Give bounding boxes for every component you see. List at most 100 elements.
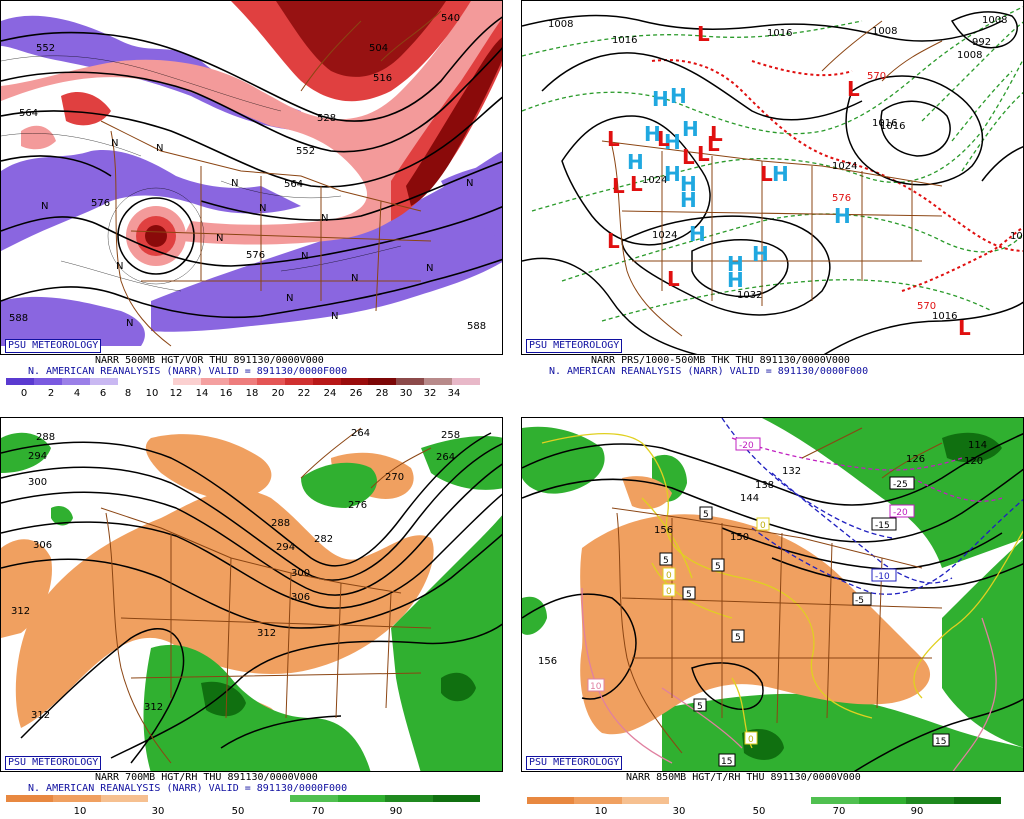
contour-label: 264 xyxy=(351,428,370,439)
svg-text:10: 10 xyxy=(590,682,602,692)
map-850mb-temp-rh: 156 156 150 144 138 132 126 120 114 -20 … xyxy=(522,418,1023,771)
psu-meteorology-badge: PSU METEOROLOGY xyxy=(5,756,102,770)
low-center: L xyxy=(760,162,773,186)
svg-text:-5: -5 xyxy=(855,596,864,606)
n-marker: N xyxy=(41,201,48,212)
panel-caption-valid: N. AMERICAN REANALYSIS (NARR) VALID = 89… xyxy=(549,366,869,377)
isotherm-east-pink xyxy=(952,617,997,771)
low-center: L xyxy=(657,127,670,151)
svg-text:0: 0 xyxy=(666,587,672,597)
colorbar-tick: 22 xyxy=(297,388,311,399)
isobar-label: 1008 xyxy=(548,19,573,30)
isotherm-label-box: 5 xyxy=(682,586,696,600)
contour-label: 516 xyxy=(373,73,392,84)
contour-label: 312 xyxy=(257,628,276,639)
height-contours-850mb xyxy=(522,433,1023,771)
psu-meteorology-badge: PSU METEOROLOGY xyxy=(5,339,102,353)
svg-text:-20: -20 xyxy=(739,441,754,451)
svg-text:5: 5 xyxy=(697,702,703,712)
contour-label: 264 xyxy=(436,452,455,463)
contour-label: 552 xyxy=(296,146,315,157)
isotherm-label-box: 15 xyxy=(932,733,950,747)
political-borders xyxy=(611,427,943,754)
panel-caption-title: NARR PRS/1000-500MB THK THU 891130/0000V… xyxy=(591,355,850,366)
contour-label: 138 xyxy=(755,480,774,491)
colorbar-tick: 10 xyxy=(73,806,87,817)
contour-labels-850mb: 156 156 150 144 138 132 126 120 114 xyxy=(538,440,987,667)
high-center: H xyxy=(689,222,706,246)
svg-text:15: 15 xyxy=(721,757,732,767)
map-frame-850mb: 156 156 150 144 138 132 126 120 114 -20 … xyxy=(521,417,1024,772)
n-marker: N xyxy=(156,143,163,154)
low-center: L xyxy=(710,122,723,146)
vorticity-contour-lines xyxy=(1,55,402,292)
contour-label: 288 xyxy=(271,518,290,529)
high-center: H xyxy=(727,268,744,292)
low-center: L xyxy=(958,316,971,340)
n-marker: N xyxy=(116,261,123,272)
contour-label: 258 xyxy=(441,430,460,441)
map-frame-surface: 1008 1016 1016 1008 1008 1016 1024 1024 … xyxy=(521,0,1024,355)
rh-saturated-core xyxy=(201,681,246,717)
isotherm-label-box: 5 xyxy=(693,698,707,712)
vorticity-high-coastal-core xyxy=(406,37,502,206)
high-center: H xyxy=(627,150,644,174)
colorbar-tick: 16 xyxy=(219,388,233,399)
rh-colorbar-ticks: 10 30 50 70 90 xyxy=(6,806,480,818)
colorbar-tick: 10 xyxy=(594,806,608,817)
political-borders xyxy=(100,427,432,764)
political-borders xyxy=(601,20,943,337)
contour-label: 588 xyxy=(9,313,28,324)
contour-label: 288 xyxy=(36,432,55,443)
contour-label: 576 xyxy=(246,250,265,261)
map-700mb-rh: 288 294 300 306 312 312 312 306 300 294 … xyxy=(1,427,502,771)
thickness-570-line xyxy=(651,59,1023,292)
contour-label: 270 xyxy=(385,472,404,483)
high-center: H xyxy=(670,84,687,108)
high-pressure-centers: H H H H H H H H H H H H H H H xyxy=(627,84,851,292)
svg-text:0: 0 xyxy=(666,571,672,581)
n-marker: N xyxy=(126,318,133,329)
high-center: H xyxy=(664,162,681,186)
isobar-label: 10 xyxy=(1010,231,1023,242)
thickness-label: 576 xyxy=(832,193,851,204)
panel-500mb-vorticity: 552 564 576 504 516 528 552 564 576 588 … xyxy=(0,0,503,403)
contour-label: 312 xyxy=(31,710,50,721)
colorbar-tick: 90 xyxy=(910,806,924,817)
vorticity-high-jet-core xyxy=(276,1,446,77)
isotherm-box-labels: -20 -25 -20 -15 -10 -5 5 5 5 5 5 5 10 15… xyxy=(587,437,950,767)
low-center: L xyxy=(697,22,710,46)
contour-labels-500mb: 552 564 576 504 516 528 552 564 576 588 … xyxy=(9,13,486,332)
low-center: L xyxy=(612,174,625,198)
isobar-label: 1016 xyxy=(880,121,905,132)
isobar-label: 1008 xyxy=(982,15,1007,26)
isotherm-label-box: 0 xyxy=(662,583,676,597)
svg-text:5: 5 xyxy=(663,556,669,566)
isobar-label: 1032 xyxy=(737,290,762,301)
low-center: L xyxy=(707,132,720,156)
contour-label: 564 xyxy=(19,108,38,119)
n-marker: N xyxy=(426,263,433,274)
n-marker: N xyxy=(301,251,308,262)
colorbar-tick: 70 xyxy=(311,806,325,817)
vorticity-high-nw xyxy=(61,91,111,126)
isobar-label: 1008 xyxy=(872,26,897,37)
contour-label: 576 xyxy=(91,198,110,209)
colorbar-tick: 70 xyxy=(832,806,846,817)
rh-saturated-core-ne xyxy=(942,432,1002,463)
political-borders xyxy=(100,10,442,347)
colorbar-tick: 2 xyxy=(47,388,55,399)
psu-meteorology-badge: PSU METEOROLOGY xyxy=(526,756,623,770)
isobar-label: 1024 xyxy=(652,230,677,241)
rh-moist-area-east xyxy=(942,539,1023,748)
isotherm-label-box: 0 xyxy=(662,567,676,581)
contour-label: 552 xyxy=(36,43,55,54)
svg-text:-15: -15 xyxy=(875,521,890,531)
rh-colorbar-ticks-850: 10 30 50 70 90 xyxy=(527,806,1001,818)
n-marker: N xyxy=(231,178,238,189)
height-contours-700mb xyxy=(1,432,502,764)
rh-colorbar-850 xyxy=(527,797,1002,804)
isobar-label: 1024 xyxy=(832,161,857,172)
colorbar-tick: 30 xyxy=(672,806,686,817)
n-marker: N xyxy=(216,233,223,244)
